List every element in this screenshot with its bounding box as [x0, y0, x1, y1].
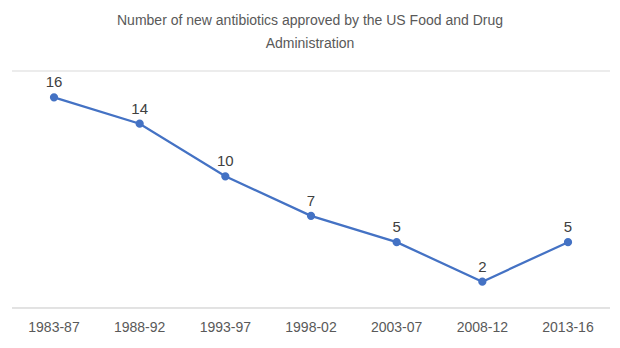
svg-text:7: 7 — [307, 192, 315, 209]
svg-text:2013-16: 2013-16 — [542, 319, 594, 335]
svg-text:2008-12: 2008-12 — [457, 319, 509, 335]
svg-text:14: 14 — [131, 100, 148, 117]
svg-text:5: 5 — [392, 218, 400, 235]
svg-text:1998-02: 1998-02 — [285, 319, 337, 335]
html-text:Number of new antibiotics appr: Number of new antibiotics approved by th… — [117, 12, 503, 51]
svg-text:10: 10 — [217, 152, 234, 169]
svg-text:2003-07: 2003-07 — [371, 319, 423, 335]
svg-text:16: 16 — [46, 73, 63, 90]
svg-text:5: 5 — [564, 218, 572, 235]
svg-text:1993-97: 1993-97 — [200, 319, 252, 335]
svg-text:1983-87: 1983-87 — [28, 319, 80, 335]
svg-text:1988-92: 1988-92 — [114, 319, 166, 335]
svg-text:2: 2 — [478, 258, 486, 275]
